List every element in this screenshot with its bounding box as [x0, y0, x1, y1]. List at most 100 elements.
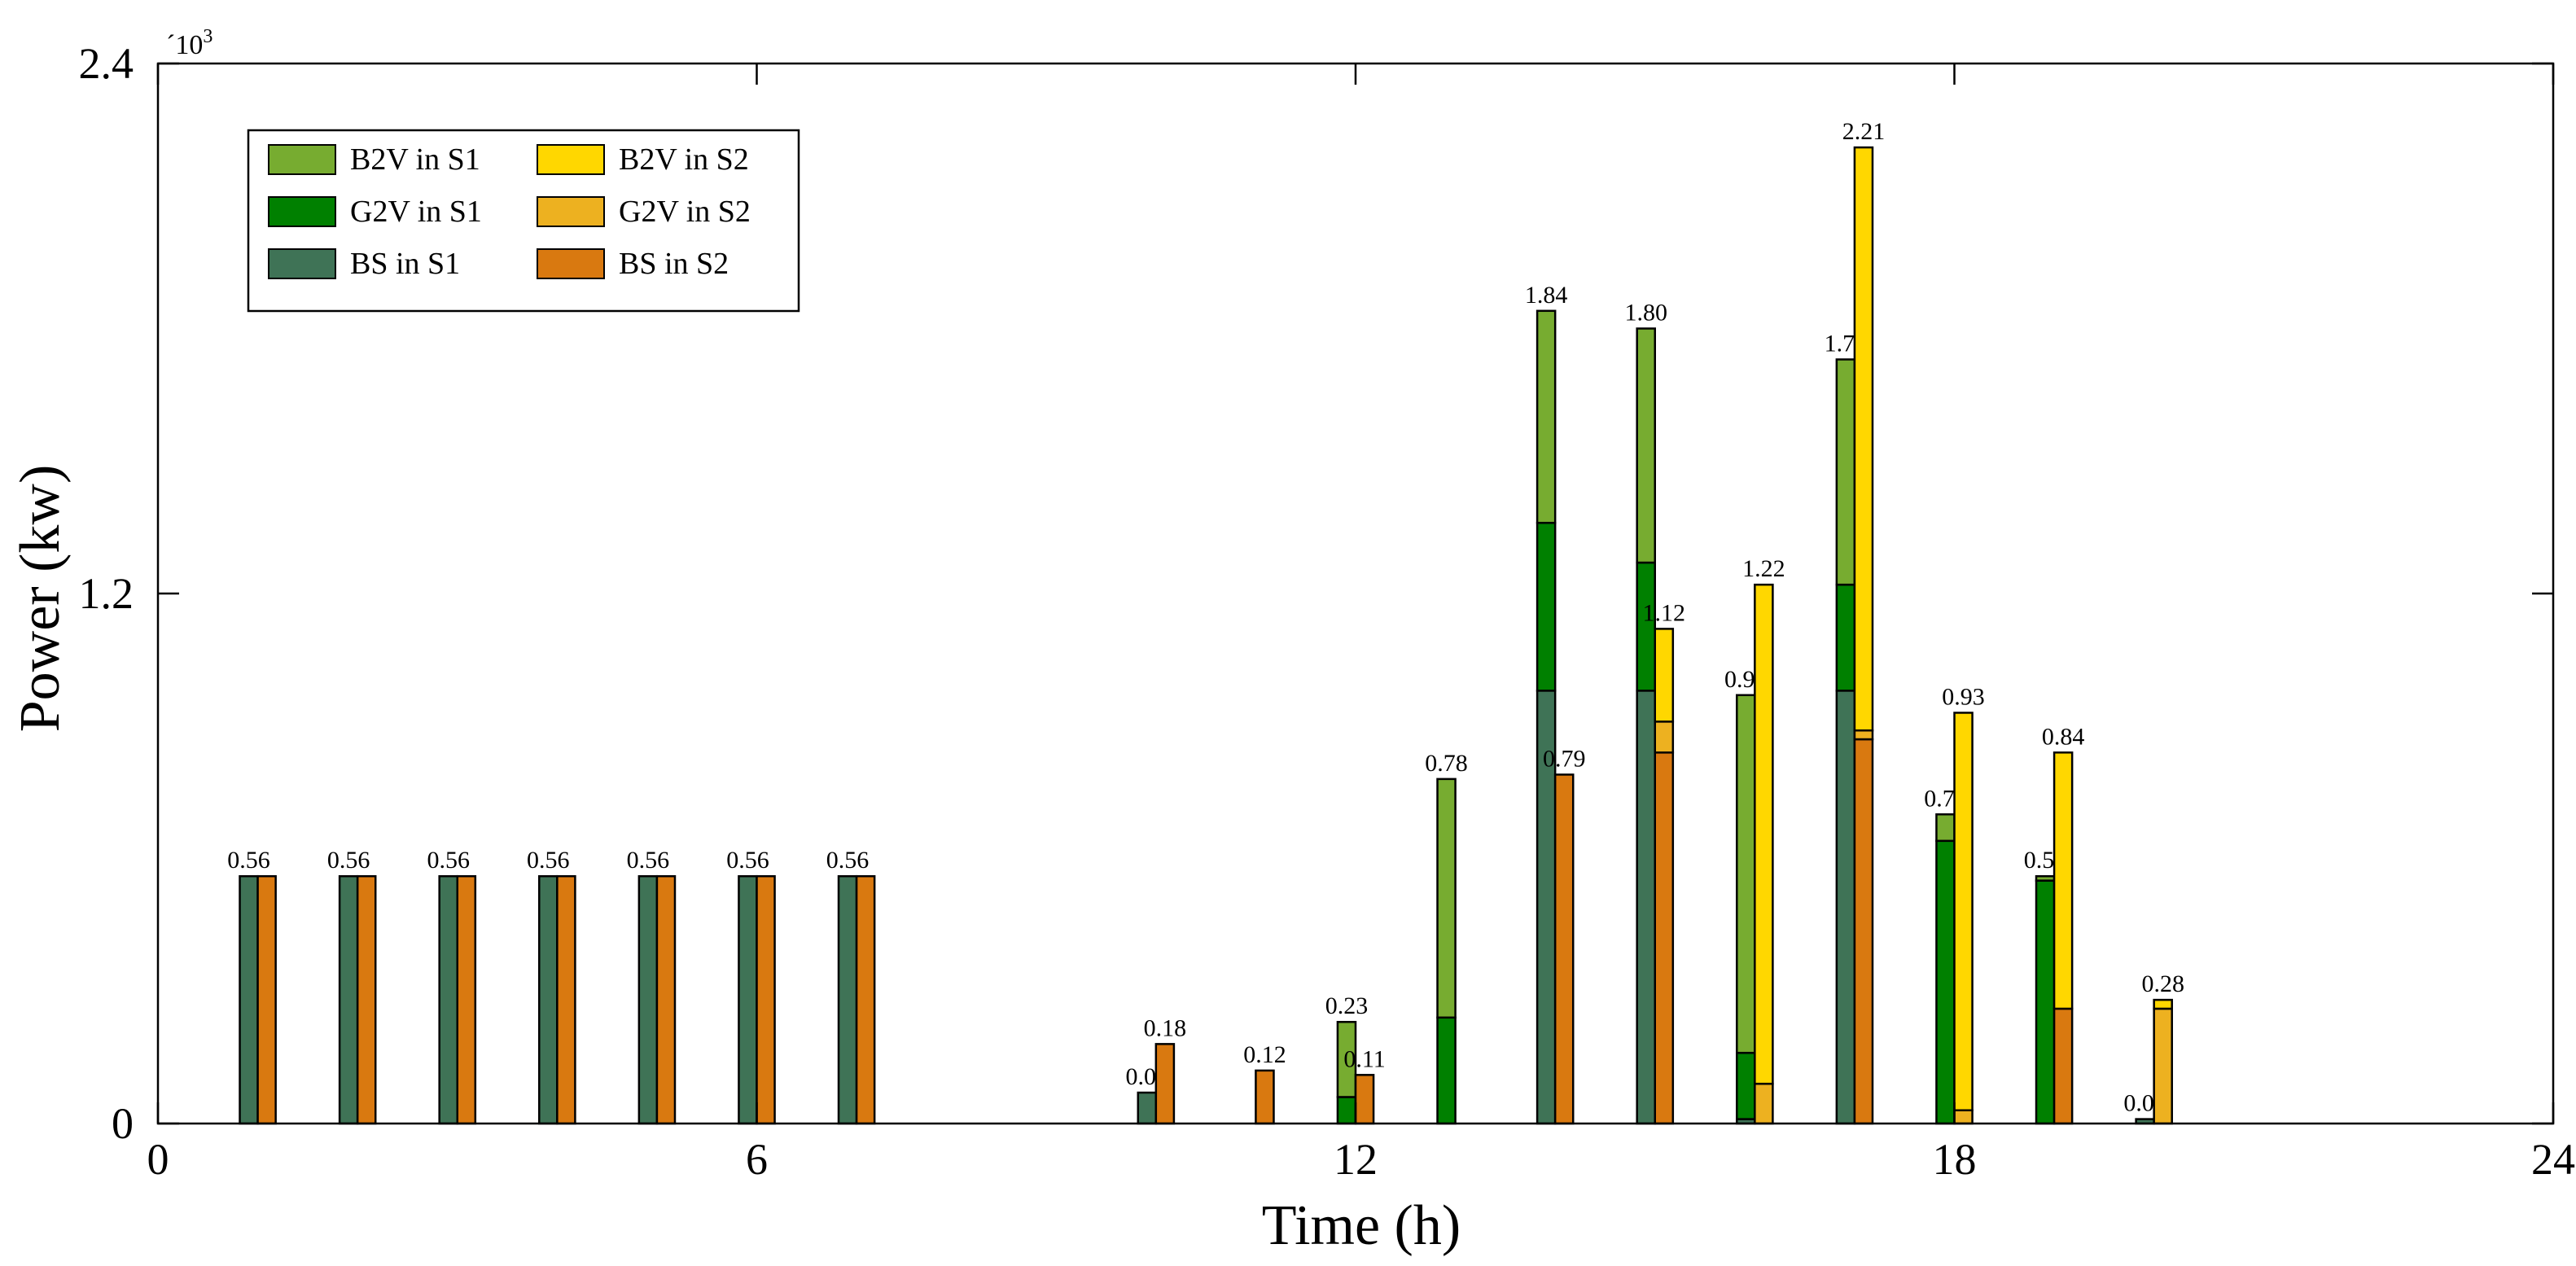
- legend-label-bs_s1: BS in S1: [350, 247, 460, 281]
- bar-g2v-s1-h16: [1736, 1051, 1756, 1120]
- x-tick-label: 0: [147, 1135, 169, 1184]
- legend-swatch-b2v_s1: [268, 144, 336, 175]
- bar-b2v-s2-h18: [1953, 712, 1974, 1111]
- data-label-s1-h1: 0.56: [227, 847, 270, 874]
- data-label-s2-h17: 2.21: [1842, 118, 1886, 145]
- data-label-s1-h5: 0.56: [627, 847, 670, 874]
- data-label-s2-h14: 0.79: [1543, 745, 1586, 772]
- legend-swatch-g2v_s2: [537, 196, 605, 227]
- y-tick-label: 1.2: [79, 569, 134, 618]
- bar-bs-s2-h5: [655, 874, 677, 1125]
- bar-g2v-s1-h18: [1935, 839, 1956, 1125]
- bar-bs-s2-h11: [1255, 1069, 1275, 1125]
- bar-bs-s2-h10: [1154, 1043, 1176, 1125]
- legend-label-g2v_s2: G2V in S2: [619, 195, 751, 229]
- bar-g2v-s2-h18: [1953, 1109, 1974, 1125]
- data-label-s2-h12: 0.11: [1343, 1045, 1385, 1072]
- bar-bs-s2-h6: [756, 874, 776, 1125]
- bar-g2v-s2-h20: [2153, 1007, 2173, 1125]
- data-label-s2-h16: 1.22: [1742, 555, 1785, 582]
- bar-bs-s1-h10: [1137, 1091, 1158, 1125]
- svg-text:´103: ´103: [166, 26, 212, 60]
- bar-bs-s1-h15: [1636, 690, 1657, 1125]
- legend-label-bs_s2: BS in S2: [619, 247, 729, 281]
- bar-b2v-s1-h16: [1736, 694, 1756, 1054]
- data-label-s1-h13: 0.78: [1425, 750, 1468, 777]
- legend-label-b2v_s2: B2V in S2: [619, 142, 749, 177]
- data-label-s2-h19: 0.84: [2042, 723, 2085, 750]
- x-tick-label: 12: [1334, 1135, 1378, 1184]
- bar-bs-s2-h3: [456, 874, 477, 1125]
- data-label-s2-h11: 0.12: [1243, 1041, 1286, 1068]
- bar-b2v-s2-h16: [1754, 583, 1774, 1085]
- bar-g2v-s2-h15: [1654, 721, 1675, 754]
- bar-bs-s2-h19: [2052, 1007, 2074, 1125]
- data-label-s1-h12: 0.23: [1325, 992, 1369, 1019]
- data-label-s1-h4: 0.56: [527, 847, 570, 874]
- bar-g2v-s1-h12: [1336, 1096, 1357, 1125]
- data-label-s2-h10: 0.18: [1144, 1014, 1187, 1041]
- data-label-s1-h3: 0.56: [427, 847, 470, 874]
- y-multiplier: ´103: [166, 26, 212, 60]
- bar-g2v-s1-h13: [1436, 1016, 1457, 1125]
- data-label-s1-h6: 0.56: [726, 847, 769, 874]
- legend-swatch-g2v_s1: [268, 196, 336, 227]
- y-multiplier-base: ´10: [166, 30, 203, 60]
- data-label-s2-h18: 0.93: [1942, 683, 1985, 710]
- bar-bs-s1-h2: [338, 874, 359, 1125]
- y-tick-label: 2.4: [79, 39, 134, 88]
- y-axis-title: Power (kw): [9, 465, 72, 733]
- bar-bs-s1-h6: [738, 874, 758, 1125]
- bar-bs-s1-h3: [438, 874, 458, 1125]
- legend-swatch-bs_s2: [537, 248, 605, 279]
- x-tick-label: 24: [2531, 1135, 2575, 1184]
- bar-b2v-s1-h19: [2035, 874, 2056, 882]
- axis-ticks: 0 6 12 18 24 0 1.2 2.4: [79, 39, 2576, 1184]
- bar-g2v-s1-h15: [1636, 561, 1657, 692]
- x-tick-label: 6: [746, 1135, 768, 1184]
- bar-bs-s2-h4: [556, 874, 576, 1125]
- y-multiplier-exponent: 3: [203, 26, 212, 47]
- bar-bs-s2-h2: [356, 874, 377, 1125]
- legend-box: [247, 129, 800, 313]
- bar-bs-s1-h17: [1835, 690, 1856, 1125]
- legend: B2V in S1 B2V in S2 G2V in S1 G2V in S2 BS i…: [247, 129, 800, 313]
- data-label-s2-h15: 1.12: [1643, 599, 1686, 626]
- bar-b2v-s1-h12: [1336, 1020, 1357, 1098]
- legend-swatch-b2v_s2: [537, 144, 605, 175]
- x-tick-label: 18: [1933, 1135, 1977, 1184]
- bar-bs-s1-h1: [239, 874, 259, 1125]
- bar-b2v-s1-h17: [1835, 358, 1856, 586]
- bar-bs-s2-h12: [1354, 1074, 1375, 1125]
- bar-g2v-s1-h19: [2035, 879, 2056, 1125]
- bar-bs-s1-h4: [538, 874, 559, 1125]
- bar-bs-s1-h7: [837, 874, 858, 1125]
- bar-bs-s2-h15: [1654, 751, 1675, 1125]
- bar-b2v-s1-h13: [1436, 778, 1457, 1019]
- bar-bs-s1-h5: [637, 874, 659, 1125]
- bar-b2v-s2-h20: [2153, 998, 2173, 1010]
- bar-bs-s2-h14: [1553, 773, 1575, 1125]
- bar-b2v-s2-h17: [1853, 146, 1874, 732]
- bar-g2v-s1-h17: [1835, 583, 1856, 692]
- legend-label-b2v_s1: B2V in S1: [350, 142, 480, 177]
- bar-g2v-s2-h17: [1853, 729, 1874, 741]
- bar-g2v-s2-h16: [1754, 1082, 1774, 1125]
- legend-swatch-bs_s1: [268, 248, 336, 279]
- bar-b2v-s1-h18: [1935, 813, 1956, 843]
- bar-bs-s2-h17: [1853, 738, 1874, 1125]
- bar-bs-s2-h1: [256, 874, 277, 1125]
- data-label-s1-h14: 1.84: [1525, 282, 1568, 309]
- x-axis-title: Time (h): [1262, 1194, 1461, 1257]
- bar-b2v-s2-h15: [1654, 628, 1675, 723]
- bar-b2v-s1-h14: [1536, 309, 1557, 524]
- data-label-s1-h2: 0.56: [327, 847, 370, 874]
- bar-b2v-s2-h19: [2052, 751, 2074, 1010]
- legend-label-g2v_s1: G2V in S1: [350, 195, 482, 229]
- data-label-s1-h7: 0.56: [826, 847, 870, 874]
- bar-b2v-s1-h15: [1636, 327, 1657, 564]
- y-tick-label: 0: [112, 1099, 134, 1148]
- data-label-s1-h15: 1.80: [1624, 300, 1667, 326]
- bar-g2v-s1-h14: [1536, 521, 1557, 692]
